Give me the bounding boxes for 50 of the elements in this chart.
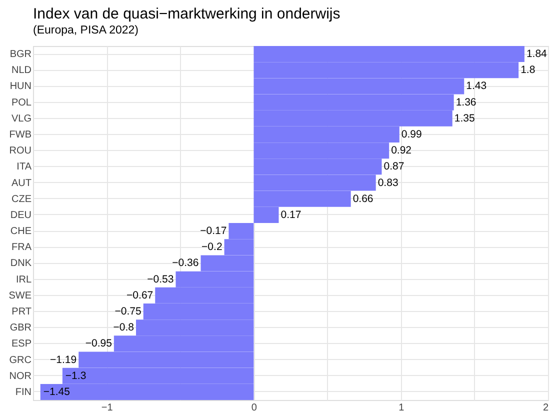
- data-label: 1.43: [466, 80, 487, 92]
- data-label: −1.45: [43, 386, 70, 398]
- data-label: −0.8: [113, 322, 134, 334]
- x-tick-label: 2: [542, 402, 549, 414]
- y-tick-label: GRC: [9, 354, 32, 366]
- y-tick-label: ITA: [16, 162, 32, 173]
- y-tick-label: SWE: [8, 290, 32, 302]
- x-tick-label: 0: [251, 402, 258, 414]
- data-label: 0.17: [280, 208, 302, 221]
- y-tick-label: CZE: [12, 194, 32, 205]
- data-label: −1.3: [65, 370, 86, 382]
- data-label: −0.53: [147, 273, 174, 286]
- y-tick-label: GBR: [10, 322, 32, 334]
- y-tick-label: POL: [11, 97, 32, 108]
- y-tick-label: IRL: [16, 274, 32, 286]
- y-tick-label: NLD: [11, 65, 32, 76]
- data-label: 0.87: [384, 160, 404, 173]
- data-label: −0.67: [126, 289, 154, 302]
- data-label: −0.2: [202, 241, 222, 254]
- data-label: 0.66: [352, 192, 374, 205]
- y-tick-label: FWB: [9, 130, 32, 140]
- y-tick-label: CHE: [10, 226, 32, 238]
- data-label: 1.84: [526, 48, 548, 60]
- data-label: −0.17: [200, 225, 227, 238]
- x-tick-label: 1: [398, 402, 405, 414]
- data-label: −0.75: [114, 306, 142, 318]
- x-tick-label: −1: [101, 402, 114, 414]
- data-label: 1.8: [520, 64, 536, 76]
- y-tick-label: AUT: [12, 178, 32, 189]
- y-tick-label: DEU: [10, 210, 32, 221]
- y-tick-label: FIN: [15, 386, 32, 398]
- chart-title: Index van de quasi−marktwerking in onderwijs: [33, 6, 340, 22]
- data-label: −0.36: [172, 257, 199, 270]
- chart-subtitle: (Europa, PISA 2022): [33, 24, 139, 36]
- data-label: 0.99: [401, 128, 422, 140]
- y-tick-label: BGR: [10, 49, 32, 60]
- y-tick-label: ESP: [11, 338, 32, 350]
- y-tick-label: NOR: [9, 370, 32, 382]
- data-label: 1.36: [456, 96, 476, 108]
- y-tick-label: DNK: [10, 258, 32, 270]
- data-label: 1.35: [454, 112, 475, 124]
- y-tick-label: HUN: [10, 81, 32, 92]
- data-label: 0.92: [391, 144, 412, 157]
- data-label: −0.95: [85, 338, 112, 350]
- y-tick-label: PRT: [12, 306, 32, 318]
- data-label: −1.19: [50, 354, 77, 366]
- y-tick-label: ROU: [9, 146, 32, 157]
- y-tick-label: FRA: [12, 242, 32, 254]
- y-tick-label: VLG: [11, 113, 32, 124]
- data-label: 0.83: [378, 176, 398, 189]
